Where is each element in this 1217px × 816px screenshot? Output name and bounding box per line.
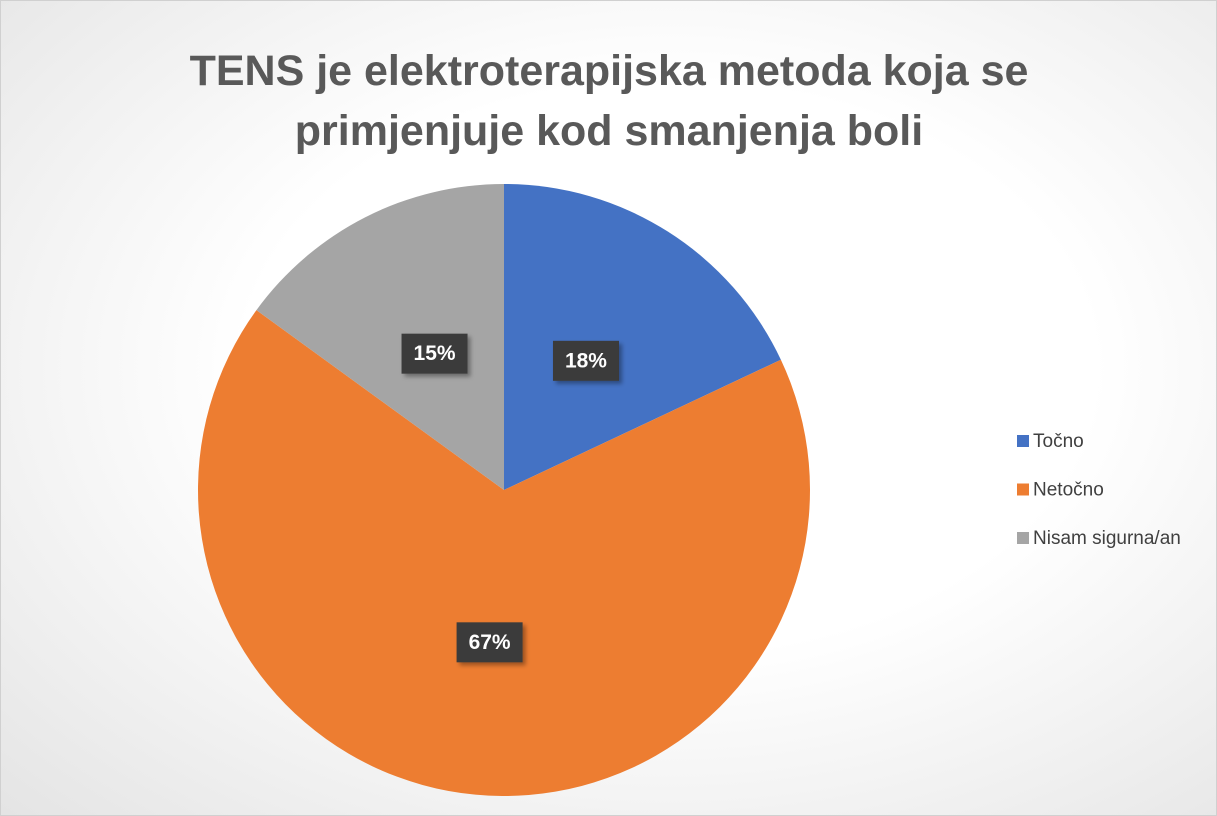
legend-label: Točno: [1033, 431, 1084, 452]
chart-title: TENS je elektroterapijska metoda koja se…: [189, 47, 1029, 155]
pie-slice: [198, 310, 810, 796]
pie-slice: [256, 184, 504, 490]
label-box: [401, 333, 468, 374]
label-box: [552, 340, 619, 381]
data-label: 67%: [469, 631, 511, 654]
legend-label: Nisam sigurna/an: [1033, 528, 1181, 549]
legend-label: Netočno: [1033, 480, 1104, 501]
label-box: [456, 622, 523, 663]
data-label: 15%: [414, 342, 456, 365]
pie-slice: [504, 184, 781, 490]
legend-swatch: [1017, 435, 1029, 447]
data-label: 18%: [565, 349, 607, 372]
legend-swatch: [1017, 532, 1029, 544]
legend-swatch: [1017, 483, 1029, 496]
